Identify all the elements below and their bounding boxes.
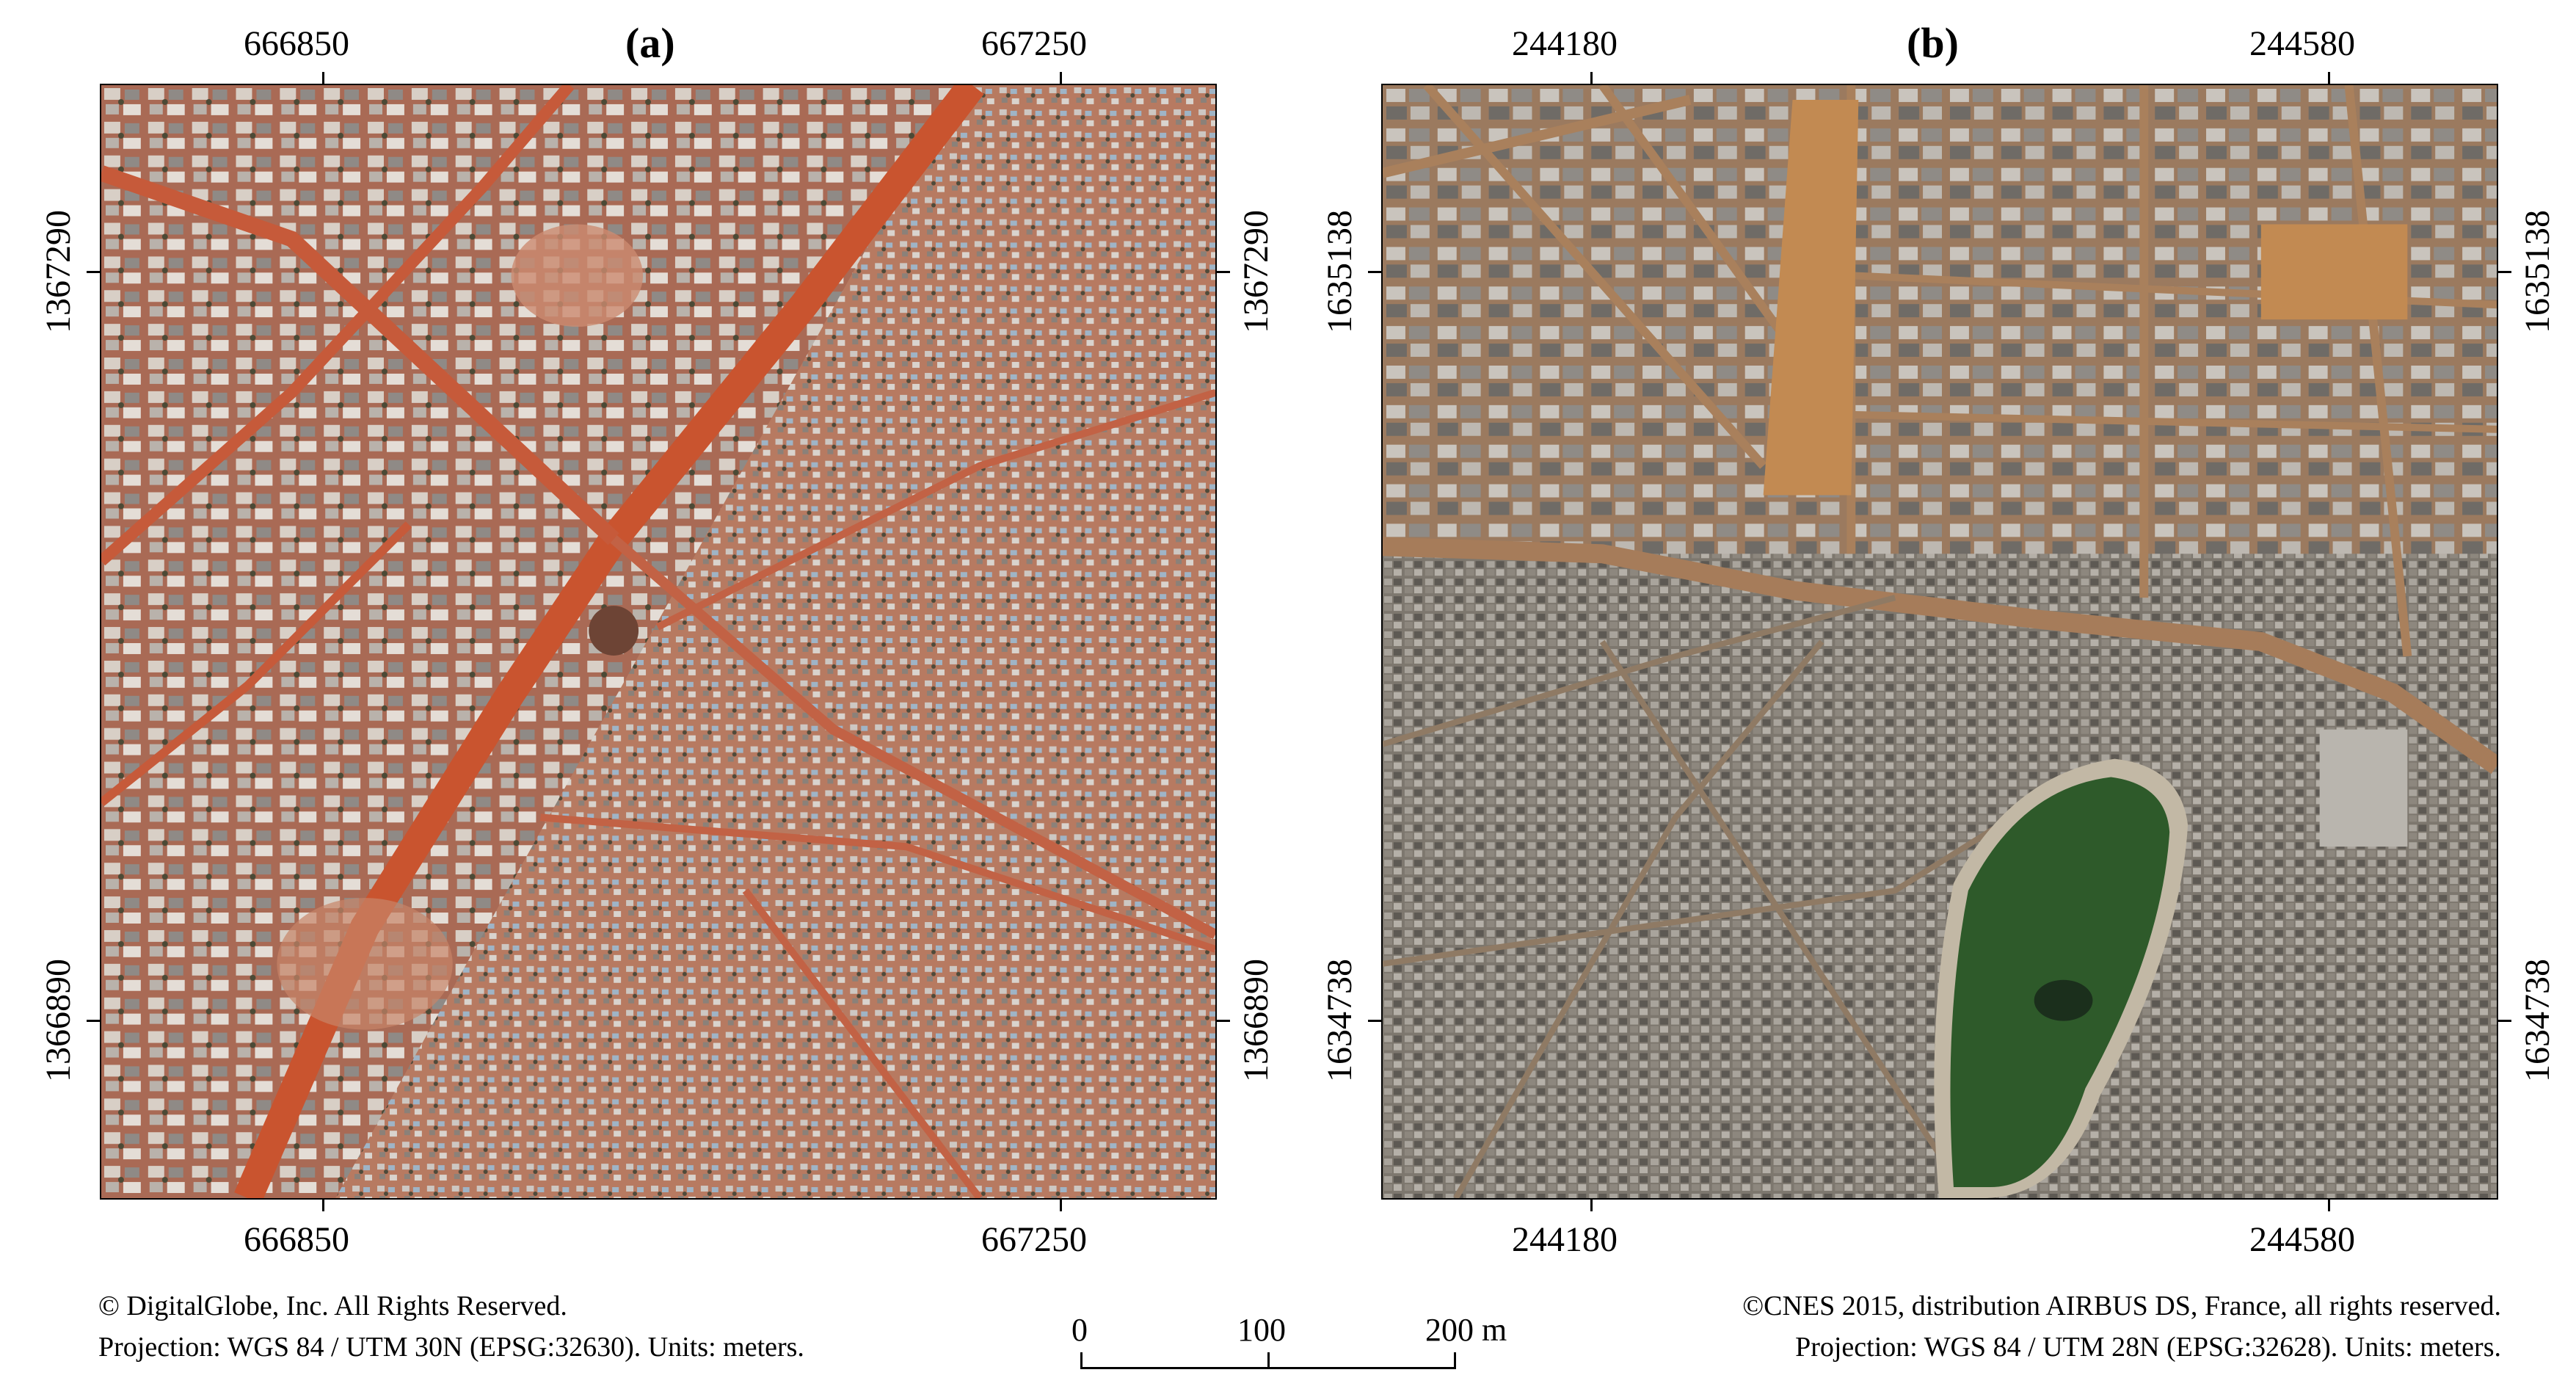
panel-b-left-tick-2: 1634738 [1320,959,1359,1082]
satellite-image-a-graphic [101,85,1215,1198]
panel-b-right-tick-1: 1635138 [2518,210,2557,333]
panel-b-projection: Projection: WGS 84 / UTM 28N (EPSG:32628… [1795,1332,2501,1363]
panel-a-top-tick-2: 667250 [981,24,1087,63]
scale-label-200: 200 m [1425,1312,1507,1348]
panel-a-title: (a) [625,19,675,67]
scale-label-100: 100 [1237,1312,1286,1348]
panel-a-left-tick-2: 1366890 [39,959,78,1082]
panel-a-projection: Projection: WGS 84 / UTM 30N (EPSG:32630… [98,1332,804,1363]
panel-a-right-tick-2: 1366890 [1237,959,1276,1082]
panel-b-bottom-tick-2: 244580 [2249,1220,2355,1259]
panel-b-right-tick-2: 1634738 [2518,959,2557,1082]
panel-b-top-tick-1: 244180 [1512,24,1618,63]
satellite-image-b-graphic [1383,85,2497,1198]
scale-label-0: 0 [1071,1312,1088,1348]
panel-b-title: (b) [1907,19,1959,67]
panel-a-bottom-tick-1: 666850 [244,1220,349,1259]
panel-b-top-tick-2: 244580 [2249,24,2355,63]
satellite-image-a [100,84,1217,1200]
panel-b-left-tick-1: 1635138 [1320,210,1359,333]
panel-a-top-tick-1: 666850 [244,24,349,63]
panel-b-credit: ©CNES 2015, distribution AIRBUS DS, Fran… [1742,1291,2501,1321]
satellite-image-b [1381,84,2498,1200]
panel-a-left-tick-1: 1367290 [39,210,78,333]
panel-a-bottom-tick-2: 667250 [981,1220,1087,1259]
panel-a-right-tick-1: 1367290 [1237,210,1276,333]
panel-b-bottom-tick-1: 244180 [1512,1220,1618,1259]
panel-a-credit: © DigitalGlobe, Inc. All Rights Reserved… [98,1291,567,1321]
